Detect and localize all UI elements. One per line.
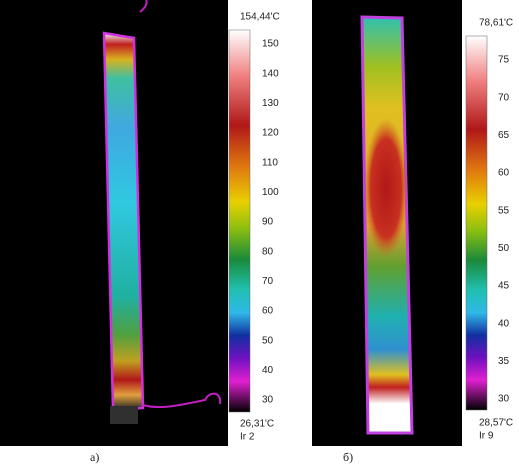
- scale-tick-label: 70: [498, 92, 510, 103]
- scale-tick-label: 140: [262, 68, 279, 79]
- scale-tick-label: 45: [498, 281, 510, 292]
- scale-tick-label: 40: [262, 365, 274, 376]
- scale-tick-label: 40: [498, 318, 510, 329]
- scale-tick-label: 60: [262, 306, 274, 317]
- scale-tick-label: 70: [262, 276, 274, 287]
- cable: [139, 0, 148, 13]
- scale-tick-label: 30: [498, 394, 510, 405]
- scale-tick-label: 50: [498, 243, 510, 254]
- scale-tick-label: 55: [498, 205, 510, 216]
- scale-tick-label: 75: [498, 55, 510, 66]
- labels: 154,44'C 26,31'C Ir 2 а) 78,61'C 28,57'C…: [90, 12, 513, 464]
- scale-tick-label: 120: [262, 128, 279, 139]
- scale-tick-label: 80: [262, 246, 274, 257]
- color-scale: [228, 29, 251, 413]
- ir-label: Ir 2: [240, 432, 255, 443]
- scale-tick-label: 100: [262, 187, 279, 198]
- scale-tick-label: 50: [262, 335, 274, 346]
- specimen: [102, 31, 145, 412]
- scale-min: 26,31'C: [240, 419, 274, 430]
- scale-max: 154,44'C: [240, 12, 280, 23]
- scale-tick-label: 90: [262, 217, 274, 228]
- scale-min: 28,57'C: [479, 418, 513, 429]
- scale-tick-label: 35: [498, 356, 510, 367]
- scale-tick-label: 130: [262, 98, 279, 109]
- ir-label: Ir 9: [479, 431, 494, 442]
- scale-max: 78,61'C: [479, 18, 513, 29]
- hot-zone: [364, 118, 408, 258]
- caption: а): [90, 450, 99, 464]
- scale-tick-label: 30: [262, 395, 274, 406]
- scale-tick-label: 65: [498, 130, 510, 141]
- caption: б): [343, 450, 353, 464]
- scale-tick-label: 60: [498, 168, 510, 179]
- color-scale: [465, 35, 488, 411]
- cable: [142, 392, 222, 409]
- clamp: [110, 406, 138, 424]
- scale-tick-label: 110: [262, 157, 278, 168]
- scale-tick-label: 150: [262, 39, 279, 50]
